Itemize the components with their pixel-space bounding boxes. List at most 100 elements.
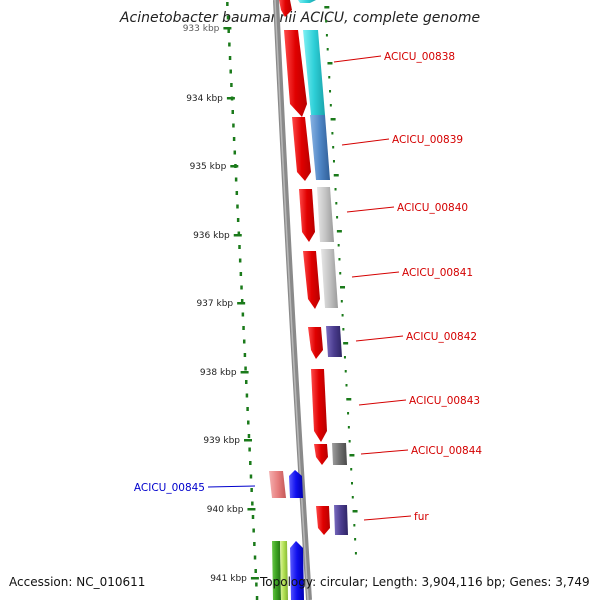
tick-label: 936 kbp (193, 231, 230, 241)
minor-tick (250, 488, 253, 492)
gene-label[interactable]: ACICU_00841 (402, 267, 473, 279)
track-mark (325, 20, 328, 23)
cds-feature-acicu-00843[interactable] (311, 369, 327, 442)
track-mark (353, 524, 356, 527)
track-mark (325, 34, 328, 37)
major-tick (223, 27, 232, 30)
scale-ticks: 933 kbp 934 kbp 935 kbp 936 kbp 937 kbp 938 k… (183, 2, 259, 600)
cds-feature[interactable] (272, 541, 281, 600)
cds-feature-acicu-00844[interactable] (314, 444, 328, 465)
cds-feature-fur[interactable] (316, 506, 330, 535)
gene-label-connector (341, 138, 390, 146)
gene-label-connector (333, 55, 382, 63)
gene-label[interactable]: ACICU_00843 (409, 395, 480, 407)
minor-tick (228, 42, 231, 47)
cds-feature[interactable] (298, 0, 316, 3)
track-mark (354, 552, 357, 555)
track-mark (332, 160, 335, 163)
track-mark (343, 342, 349, 345)
minor-tick (249, 474, 253, 479)
genome-backbone-highlight (274, 0, 309, 600)
major-tick (250, 577, 259, 580)
track-mark (326, 48, 329, 51)
track-mark (349, 454, 355, 457)
minor-tick (242, 339, 246, 344)
gene-label-connector (346, 206, 395, 213)
track-mark (337, 244, 340, 247)
track-mark (347, 412, 350, 415)
minor-tick (232, 137, 236, 141)
track-mark (345, 384, 348, 387)
map-title: Acinetobacter baumannii ACICU, complete … (119, 10, 481, 26)
minor-tick (226, 15, 230, 20)
cds-feature-acicu-00845-pink[interactable] (269, 471, 286, 498)
accession-text: Accession: NC_010611 (9, 575, 146, 589)
minor-tick (229, 69, 232, 74)
gene-features[interactable] (269, 0, 348, 600)
minor-tick (245, 380, 248, 384)
gene-label[interactable]: ACICU_00840 (397, 202, 468, 214)
cds-feature-acicu-00842-purple[interactable] (326, 326, 342, 357)
cds-feature-acicu-00838-cyan[interactable] (303, 30, 325, 115)
cds-feature-acicu-00838[interactable] (284, 30, 307, 117)
track-mark (339, 272, 342, 275)
minor-tick (235, 191, 239, 195)
track-mark (336, 216, 339, 219)
cds-feature[interactable] (279, 0, 292, 17)
minor-tick (255, 582, 258, 587)
gene-label-connector (363, 515, 412, 521)
major-tick (230, 165, 239, 168)
track-mark (341, 314, 344, 317)
cds-feature-acicu-00845[interactable] (289, 470, 303, 498)
major-tick (240, 371, 249, 374)
genome-backbone (273, 0, 312, 600)
gene-label[interactable]: ACICU_00838 (384, 51, 455, 63)
major-tick (233, 234, 242, 237)
gene-label[interactable]: ACICU_00844 (411, 445, 482, 457)
track-mark (338, 258, 341, 261)
cds-feature-acicu-00840-gray[interactable] (317, 187, 334, 242)
tick-label: 938 kbp (200, 368, 237, 378)
track-mark (352, 510, 358, 513)
tick-label: 939 kbp (203, 436, 240, 446)
track-mark (328, 76, 331, 79)
cds-feature-acicu-00842[interactable] (308, 327, 323, 359)
track-mark (342, 328, 345, 331)
gene-label[interactable]: fur (414, 511, 429, 523)
cds-feature-acicu-00841-gray[interactable] (321, 249, 338, 308)
track-mark (331, 132, 334, 135)
gc-content-track (324, 6, 358, 555)
cds-feature-acicu-00844-gray[interactable] (332, 443, 347, 465)
track-mark (350, 468, 353, 471)
major-tick (247, 508, 256, 511)
gene-label[interactable]: ACICU_00845 (134, 482, 205, 494)
track-mark (330, 118, 336, 121)
minor-tick (249, 461, 252, 465)
minor-tick (253, 555, 257, 560)
cds-feature-fur-purple[interactable] (334, 505, 348, 535)
gene-label[interactable]: ACICU_00842 (406, 331, 477, 343)
minor-tick (238, 245, 241, 249)
summary-text: Topology: circular; Length: 3,904,116 bp… (260, 575, 590, 589)
track-mark (332, 146, 335, 149)
tick-label: 933 kbp (183, 24, 220, 34)
minor-tick (241, 312, 245, 317)
tick-label: 935 kbp (190, 162, 227, 172)
minor-tick (246, 407, 249, 411)
cds-feature-acicu-00840[interactable] (299, 189, 315, 242)
cds-feature-acicu-00839[interactable] (292, 117, 311, 181)
cds-feature-acicu-00841[interactable] (303, 251, 320, 309)
track-mark (329, 104, 332, 107)
gene-label-connector (358, 399, 407, 406)
cds-feature[interactable] (280, 541, 288, 600)
gene-label[interactable]: ACICU_00839 (392, 134, 463, 146)
track-mark (344, 370, 347, 373)
minor-tick (245, 393, 249, 398)
cds-feature[interactable] (290, 541, 304, 600)
minor-tick (232, 123, 235, 128)
tick-label: 937 kbp (196, 299, 233, 309)
cds-feature-acicu-00839-steel[interactable] (310, 115, 330, 180)
minor-tick (251, 501, 254, 506)
gene-label-connector (360, 449, 409, 455)
